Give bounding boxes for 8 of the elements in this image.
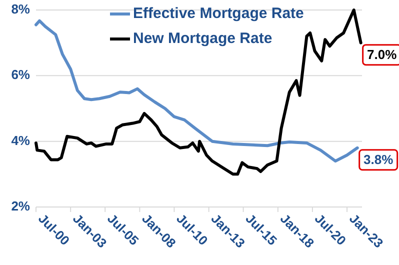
y-tick-label: 8% <box>11 1 30 16</box>
y-tick-label: 6% <box>11 67 30 82</box>
annotation: 7.0% <box>367 46 398 62</box>
y-tick-label: 4% <box>11 132 30 148</box>
annotation: 3.8% <box>364 152 394 167</box>
legend-label: New Mortgage Rate <box>133 30 272 47</box>
legend-label: Effective Mortgage Rate <box>133 4 304 22</box>
y-tick-label: 2% <box>11 198 30 214</box>
